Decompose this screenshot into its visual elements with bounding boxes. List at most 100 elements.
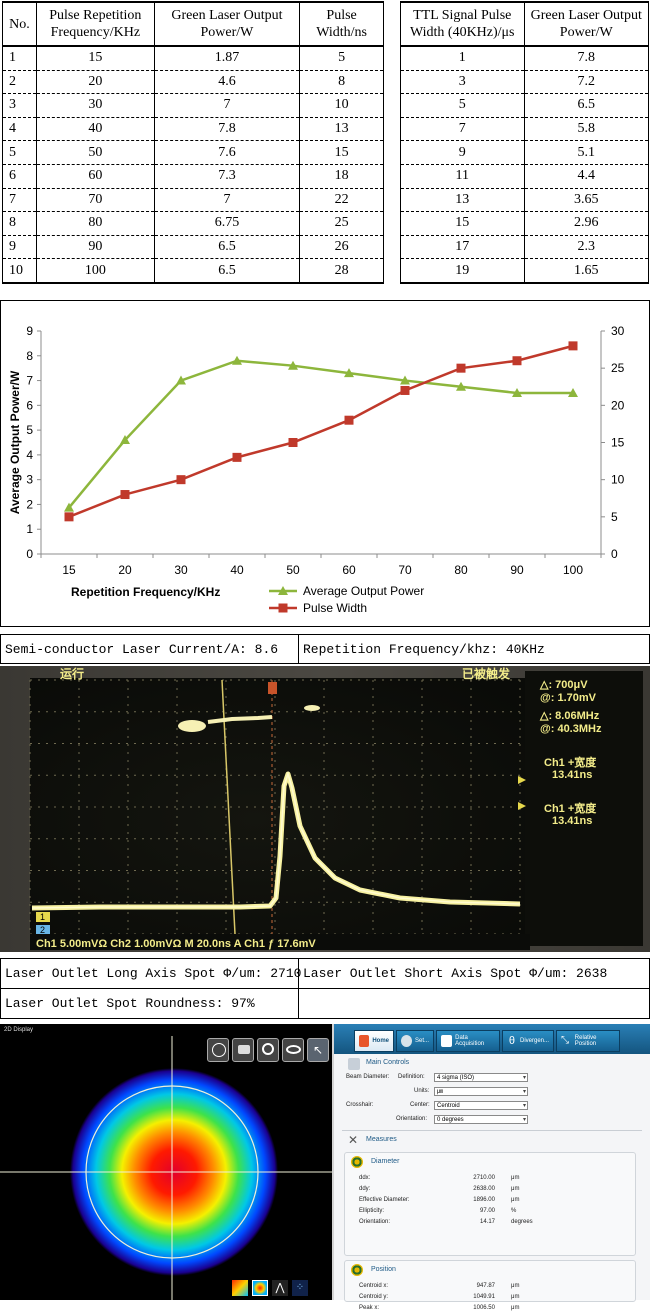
chart-frame: 0 1 2 3 4 5 6 7 8 9 0 5 10 15 20 25 30 15 20 30 40 50 60 70 80 90… [0,300,650,627]
y-tick-label: 5 [26,423,33,437]
profile-view-icon[interactable]: ⋀ [272,1280,288,1296]
x-tick-label: 70 [398,563,412,577]
y-tick-label: 4 [26,448,33,462]
y-tick-label: 7 [26,374,33,388]
measure-unit: μm [511,1283,520,1289]
trace-ch1-glow [31,771,521,909]
data-point-width [512,356,522,366]
tab-relative-position[interactable]: ⤡ Relative Position [556,1030,620,1052]
data-point-power [120,435,130,445]
header-width: Pulse Width/ns [299,1,384,47]
table-cell: 13 [400,188,525,213]
svg-text:1: 1 [40,912,45,922]
display-title: 2D Display [4,1027,34,1033]
3d-view-icon[interactable] [232,1280,248,1296]
table-cell: 6.5 [523,93,649,118]
table-cell: 15 [299,140,384,165]
y-tick-label: 2 [26,497,33,511]
ellipse-tool-icon[interactable] [282,1038,304,1062]
scatter-view-icon[interactable]: ⁘ [292,1280,308,1296]
table1-frame: No. Pulse Repetition Frequency/KHz Green… [0,0,384,292]
table-cell: 1 [400,46,525,71]
y-tick-label: 6 [26,398,33,412]
table-cell: 9 [400,140,525,165]
table-row: 7 70 7 22 [2,188,384,213]
beam-profiler-screenshot: 2D Display [0,1024,650,1311]
measure-label: ddx: [359,1175,371,1181]
tab-settings[interactable]: Set... [396,1030,434,1052]
data-point-width [232,452,242,462]
table-cell: 3 [400,70,525,95]
legend-label: Pulse Width [303,601,367,615]
center-select[interactable]: Centroid [434,1101,528,1111]
x-tick-label: 50 [286,563,300,577]
measure-label: Centroid y: [359,1294,389,1300]
beam-diameter-label: Beam Diameter: [346,1074,390,1080]
table-cell: 5.1 [523,140,649,165]
units-select[interactable]: ㎛ [434,1087,528,1097]
crosshair-tool-icon[interactable] [207,1038,229,1062]
position-title: Position [371,1266,396,1273]
aperture-tool-icon[interactable] [257,1038,279,1062]
table-cell: 6.75 [153,211,301,236]
y2-tick-label: 15 [611,436,625,450]
table-row: 19 1.65 [400,258,649,284]
short-axis-cell: Laser Outlet Short Axis Spot Φ/um: 2638 [299,959,649,989]
diameter-icon [351,1156,363,1168]
scope-ch1-width-value-a: 13.41ns [552,769,592,781]
2d-view-icon[interactable] [252,1280,268,1296]
measure-label: Ellipticity: [359,1208,385,1214]
orientation-label: Orientation: [396,1116,428,1122]
table-cell: 19 [400,258,525,284]
table-cell: 22 [299,188,384,213]
table-cell: 18 [299,164,384,189]
table-row: 5 50 7.6 15 [2,140,384,165]
table-cell: 6 [2,164,37,189]
beam-spot-image [0,1036,332,1300]
crosshair-label: Crosshair: [346,1102,374,1108]
chart-icon [441,1035,453,1047]
table-cell: 40 [35,117,155,142]
ch1-marker [36,912,50,922]
table-cell: 60 [35,164,155,189]
table-cell: 9 [2,235,37,260]
y-tick-label: 0 [26,547,33,561]
table-cell: 17 [400,235,525,260]
table-cell: 5 [400,93,525,118]
tab-home[interactable]: Home [354,1030,394,1052]
measure-unit: μm [511,1197,520,1203]
scope-ch1-width-value-b: 13.41ns [552,815,592,827]
pointer-tool-icon[interactable]: ↖ [307,1038,329,1062]
trace-ch2 [207,715,273,724]
legend-label: Average Output Power [303,584,424,598]
scope-trigger-status: 已被触发 [462,666,511,681]
table-cell: 4.4 [523,164,649,189]
data-point-power [456,381,466,391]
oscilloscope-photo: 1 2 Ch1 5.00mVΩ Ch2 1.00mVΩ M 20.0ns A C… [0,666,650,952]
table-cell: 7 [153,93,301,118]
tab-divergence[interactable]: θ Divergen... [502,1030,554,1052]
orientation-select[interactable]: 0 degrees [434,1115,528,1125]
definition-select[interactable]: 4 sigma (ISO) [434,1073,528,1083]
table-cell: 10 [2,258,37,284]
y2-tick-label: 10 [611,473,625,487]
y2-tick-label: 5 [611,510,618,524]
table-cell: 7.8 [153,117,301,142]
measure-value: 97.00 [479,1208,495,1214]
table-cell: 7 [153,188,301,213]
beam-2d-display: 2D Display [0,1024,332,1300]
table-cell: 7 [2,188,37,213]
data-point-width [456,363,466,373]
scope-readout-panel [525,671,643,946]
view-mode-bar: ⋀ ⁘ [232,1280,312,1298]
x-tick-label: 30 [174,563,188,577]
measure-label: ddy: [359,1186,371,1192]
header-ttl: TTL Signal Pulse Width (40KHz)/μs [400,1,525,47]
table-cell: 50 [35,140,155,165]
measure-unit: μm [511,1175,520,1181]
camera-tool-icon[interactable] [232,1038,254,1062]
data-point-width [400,385,410,395]
tab-data-acquisition[interactable]: Data Acquisition [436,1030,500,1052]
table-cell: 7.6 [153,140,301,165]
data-point-width [176,475,186,485]
